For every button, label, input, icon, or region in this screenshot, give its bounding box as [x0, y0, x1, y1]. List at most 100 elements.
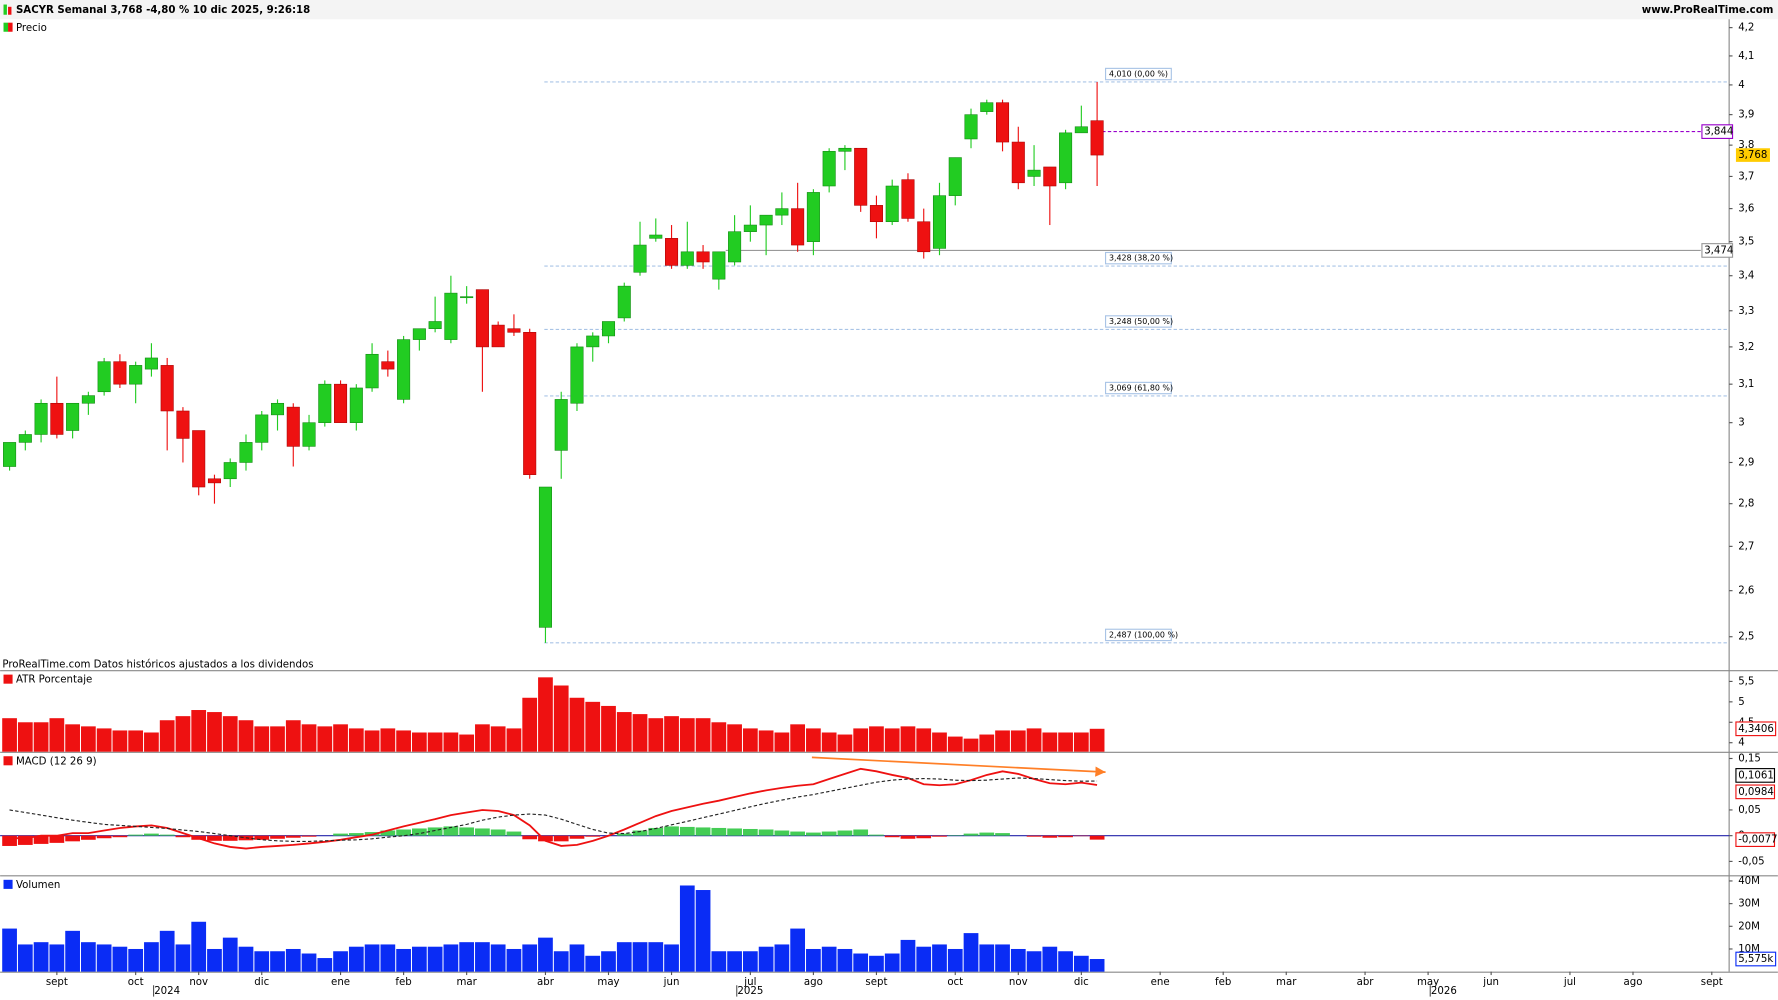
bar [475, 724, 490, 752]
candle-body [81, 395, 95, 404]
candle-body [980, 102, 994, 112]
y-tick-label: 2,5 [1738, 632, 1754, 643]
bar [364, 944, 380, 972]
candle-body [948, 157, 962, 196]
y-tick-label: 4,2 [1738, 23, 1754, 34]
histogram-bar [632, 830, 648, 836]
bar [585, 955, 601, 972]
candle-body [1059, 132, 1073, 184]
candle-body [113, 361, 127, 385]
bar [790, 724, 806, 752]
bar [963, 933, 979, 972]
histogram-bar [679, 826, 695, 836]
header-icon [3, 4, 7, 15]
bar [443, 944, 459, 972]
histogram-bar [396, 829, 411, 836]
bar [774, 944, 790, 972]
bar [1042, 732, 1058, 752]
bar [96, 728, 112, 752]
candle-body [1027, 169, 1041, 177]
bar [128, 730, 144, 752]
bar [364, 730, 380, 752]
x-tick-label: ene [1151, 977, 1170, 988]
bar [2, 928, 17, 972]
y-tick-label: 3,6 [1738, 204, 1754, 215]
value-tag-label: 0,1061 [1738, 770, 1774, 781]
candle-body [680, 251, 694, 266]
candle-body [806, 192, 820, 242]
bar [522, 697, 538, 752]
x-tick-label: sept [865, 977, 887, 988]
histogram-bar [175, 835, 191, 838]
y-tick-label: 40M [1738, 876, 1760, 887]
candle-body [255, 414, 269, 443]
bar [648, 942, 664, 972]
histogram-bar [538, 835, 553, 842]
bar [869, 726, 884, 752]
candle-body [176, 410, 190, 439]
y-tick-label: 5,5 [1738, 676, 1754, 687]
x-tick-label: dic [254, 977, 269, 988]
candle-body [649, 234, 663, 239]
bar [742, 951, 758, 972]
bar [742, 728, 758, 752]
candle-body [633, 244, 647, 273]
x-tick-label: abr [537, 977, 555, 988]
candle-body [34, 402, 48, 435]
histogram-bar [995, 833, 1010, 836]
histogram-bar [380, 830, 396, 836]
histogram-bar [1089, 835, 1105, 840]
bar [774, 732, 790, 752]
candle-body [18, 434, 32, 443]
bar [758, 730, 774, 752]
bar [81, 726, 96, 752]
x-tick-label: ago [804, 977, 823, 988]
candle-body [507, 328, 521, 333]
histogram-bar [869, 834, 884, 836]
x-tick-label: sept [1701, 977, 1723, 988]
histogram-bar [81, 835, 96, 840]
candle-body [712, 251, 726, 280]
bar [884, 728, 900, 752]
candle-body [554, 399, 568, 451]
bar [33, 722, 49, 752]
histogram-bar [1026, 835, 1042, 837]
panel-title: Precio [16, 23, 47, 34]
panel-title: MACD (12 26 9) [16, 756, 97, 767]
bar [238, 720, 254, 752]
bar [664, 944, 679, 972]
bar [916, 946, 932, 972]
bar [285, 948, 301, 972]
bar [443, 732, 459, 752]
bar [159, 930, 175, 972]
bar [222, 716, 238, 752]
candle-body [869, 205, 883, 223]
histogram-bar [553, 835, 569, 842]
bar [932, 732, 947, 752]
bar [1042, 946, 1058, 972]
bar [601, 951, 616, 972]
bar [1073, 955, 1089, 972]
histogram-bar [963, 833, 979, 836]
y-tick-label: 2,8 [1738, 499, 1754, 510]
bar [821, 946, 837, 972]
bar [411, 946, 427, 972]
candle-body [444, 292, 458, 340]
candle-body [192, 430, 206, 488]
histogram-bar [112, 835, 128, 838]
x-tick-label: jul [1563, 977, 1576, 988]
candle-body [460, 296, 474, 299]
x-tick-label: feb [1215, 977, 1231, 988]
bar [49, 944, 65, 972]
y-tick-label: 2,7 [1738, 541, 1754, 552]
legend-swatch [3, 756, 13, 766]
bar [238, 946, 254, 972]
bar [806, 728, 821, 752]
value-tag [1735, 768, 1776, 783]
candle-body [302, 422, 316, 447]
fib-label: 3,428 (38,20 %) [1109, 254, 1173, 263]
candle-body [696, 251, 710, 263]
candle-body [759, 214, 773, 226]
y-tick-label: 0,15 [1738, 753, 1761, 764]
